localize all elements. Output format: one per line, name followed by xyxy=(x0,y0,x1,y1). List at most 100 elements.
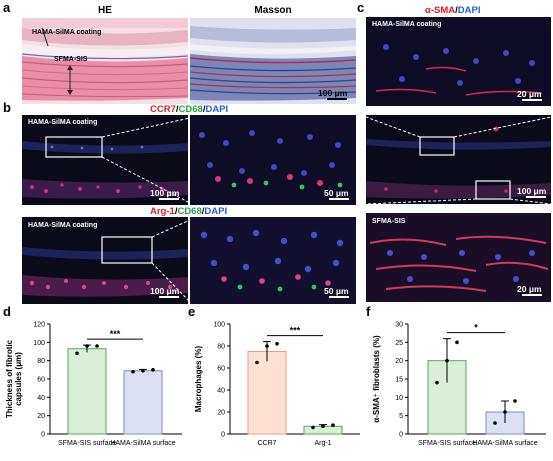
x-tick-label: HAMA-SilMA surface xyxy=(110,440,175,447)
chart-e-svg: Macrophages (%) 0 20 40 60 80 100 CCR7 Arg-1 *** xyxy=(194,322,360,447)
data-point xyxy=(75,351,79,356)
y-tick-label: 40 xyxy=(37,395,45,402)
masson-stain-image xyxy=(190,18,356,104)
x-tick-label: Arg-1 xyxy=(314,440,331,447)
coating-tag-b1: HAMA-SilMA coating xyxy=(28,119,98,126)
legend-slash: / xyxy=(175,104,179,115)
data-point xyxy=(151,368,155,372)
panel-label-e: e xyxy=(188,304,196,319)
y-tick-label: 30 xyxy=(395,322,403,329)
masson-title: Masson xyxy=(254,5,292,16)
y-tick-label: 20 xyxy=(37,413,45,420)
panel-label-d: d xyxy=(3,304,11,319)
data-point xyxy=(95,344,99,348)
y-tick-label: 60 xyxy=(37,377,45,384)
data-point xyxy=(141,368,145,373)
y-tick-label: 120 xyxy=(33,322,45,329)
legend-slash: / xyxy=(202,104,206,115)
y-tick-label: 0 xyxy=(399,432,403,439)
ccr7-legend: CCR7/CD68/DAPI xyxy=(150,104,228,115)
legend-cd68: CD68 xyxy=(178,104,203,115)
panel-label-b: b xyxy=(3,100,11,115)
y-tick-label: 0 xyxy=(41,432,45,439)
data-point xyxy=(445,358,449,363)
chart-d-svg: Thickness of fibroticcapsules (μm) 0 20 40 6… xyxy=(5,322,182,447)
x-tick-label: CCR7 xyxy=(257,440,276,447)
panel-label-c: c xyxy=(357,0,365,15)
sfma-sis-tag-c: SFMA-SIS xyxy=(372,218,406,225)
y-tick-label: 100 xyxy=(33,340,45,347)
chart-f-svg: α-SMA⁺ fibroblasts (%) 0 5 10 15 20 25 30 SFMA-S… xyxy=(372,322,546,447)
data-point xyxy=(275,342,279,346)
bar xyxy=(247,351,287,435)
data-point xyxy=(435,380,439,385)
y-axis-label-line: Thickness of fibrotic xyxy=(5,339,14,418)
y-axis-label-line: Macrophages (%) xyxy=(194,346,203,413)
data-point xyxy=(311,425,315,430)
bar xyxy=(67,348,107,435)
legend-ccr7: CCR7 xyxy=(150,104,176,115)
y-axis-label: Thickness of fibroticcapsules (μm) xyxy=(5,339,23,418)
scale-bar-b1: 100 μm xyxy=(150,188,180,200)
legend-arg1: Arg-1 xyxy=(150,206,175,217)
data-point xyxy=(321,424,325,429)
data-point xyxy=(131,369,135,374)
coating-tag-b2: HAMA-SilMA coating xyxy=(28,222,98,229)
y-tick-label: 10 xyxy=(395,395,403,402)
panel-label-f: f xyxy=(366,304,371,319)
bar xyxy=(123,370,163,435)
y-axis-label: Macrophages (%) xyxy=(194,346,203,413)
chart-f: α-SMA⁺ fibroblasts (%) 0 5 10 15 20 25 30 SFMA-S… xyxy=(368,310,551,460)
coating-tag-c1: HAMA-SilMA coating xyxy=(372,21,442,28)
scale-bar-c3: 20 μm xyxy=(517,284,542,296)
coating-tag-a: HAMA-SilMA coating xyxy=(32,29,102,36)
legend-slash: / xyxy=(201,206,205,217)
asma-legend: α-SMA/DAPI xyxy=(425,5,480,16)
y-axis-label-line: capsules (μm) xyxy=(14,352,23,406)
legend-slash: / xyxy=(455,5,458,16)
legend-dapi: DAPI xyxy=(457,5,481,16)
legend-dapi: DAPI xyxy=(204,206,228,217)
y-axis-label: α-SMA⁺ fibroblasts (%) xyxy=(372,335,381,423)
he-title: HE xyxy=(98,5,112,16)
significance-marker: *** xyxy=(290,326,301,336)
sfma-sis-tag-a: SFMA-SIS xyxy=(54,56,88,63)
data-point xyxy=(331,423,335,427)
y-tick-label: 20 xyxy=(217,410,225,417)
data-point xyxy=(255,360,259,365)
arg1-zoom-image xyxy=(190,217,356,304)
panel-label-a: a xyxy=(3,0,11,15)
legend-cd68: CD68 xyxy=(177,206,202,217)
legend-slash: / xyxy=(174,206,178,217)
data-point xyxy=(455,340,459,345)
data-point xyxy=(503,410,507,414)
y-axis-label-line: α-SMA⁺ fibroblasts (%) xyxy=(372,335,381,423)
scale-bar-b4: 50 μm xyxy=(324,286,349,298)
scale-bar-b3: 100 μm xyxy=(150,286,180,298)
scale-bar-b2: 50 μm xyxy=(324,188,349,200)
x-tick-label: HAMA-SilMA surface xyxy=(472,440,537,447)
y-tick-label: 20 xyxy=(395,358,403,365)
y-tick-label: 25 xyxy=(395,340,403,347)
chart-e: Macrophages (%) 0 20 40 60 80 100 CCR7 Arg-1 *** xyxy=(190,310,364,460)
chart-d: Thickness of fibroticcapsules (μm) 0 20 40 6… xyxy=(5,310,186,460)
asma-sfma-zoom-image xyxy=(366,213,551,302)
significance-marker: * xyxy=(474,323,478,333)
y-tick-label: 0 xyxy=(221,432,225,439)
y-tick-label: 40 xyxy=(217,388,225,395)
y-tick-label: 15 xyxy=(395,377,403,384)
y-tick-label: 100 xyxy=(213,322,225,329)
y-tick-label: 80 xyxy=(217,344,225,351)
he-stain-image xyxy=(22,18,188,104)
arg1-legend: Arg-1/CD68/DAPI xyxy=(150,206,227,217)
y-tick-label: 80 xyxy=(37,358,45,365)
legend-dapi: DAPI xyxy=(205,104,229,115)
ccr7-zoom-image xyxy=(190,115,356,205)
data-point xyxy=(493,421,497,425)
scale-bar-c2: 100 μm xyxy=(517,186,547,198)
y-tick-label: 5 xyxy=(399,413,403,420)
x-tick-label: SFMA-SIS surface xyxy=(418,440,476,447)
data-point xyxy=(85,344,89,348)
y-tick-label: 60 xyxy=(217,366,225,373)
asma-coating-zoom-image xyxy=(366,17,551,106)
